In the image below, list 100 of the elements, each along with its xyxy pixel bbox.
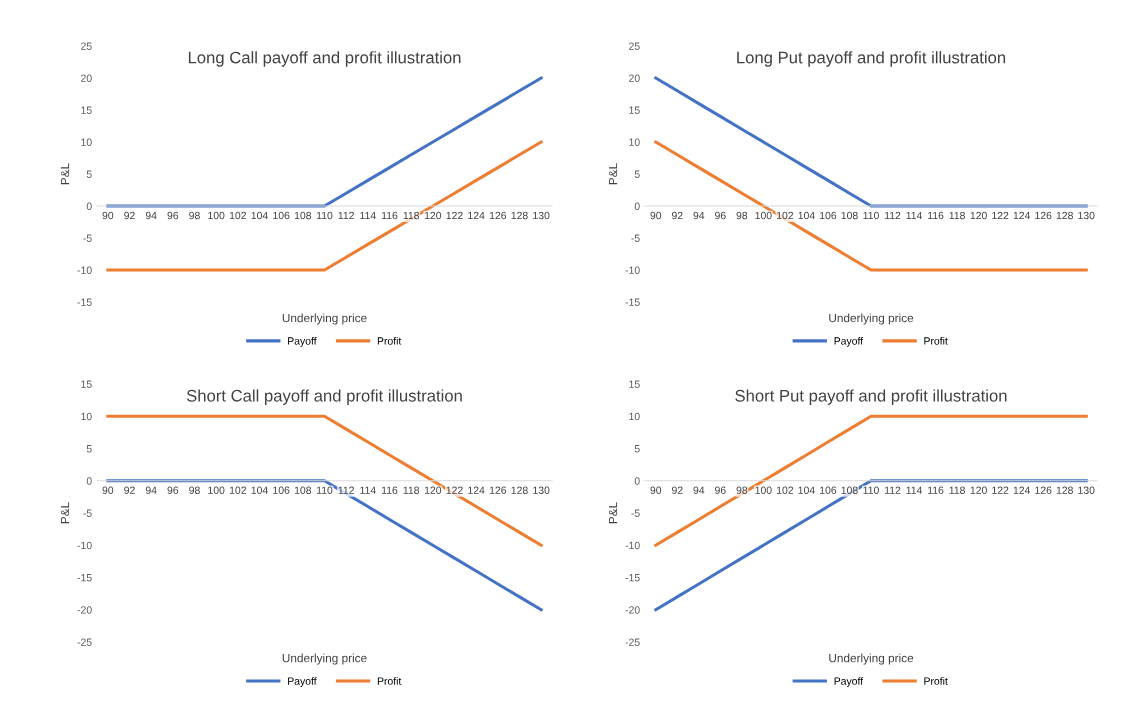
x-tick-label: 122 — [992, 211, 1009, 220]
x-tick-label: 118 — [403, 486, 420, 494]
y-axis-title: P&L — [60, 502, 70, 524]
x-tick-label: 124 — [1013, 486, 1031, 494]
x-tick-label: 124 — [468, 486, 485, 494]
x-tick-label: 100 — [208, 486, 225, 494]
x-tick-label: 126 — [489, 211, 507, 220]
x-tick-label: 108 — [841, 211, 858, 220]
legend-label: Payoff — [288, 677, 317, 687]
x-tick-label: 108 — [294, 211, 312, 220]
x-axis-title: Underlying price — [282, 653, 367, 665]
x-tick-label: 104 — [798, 211, 815, 220]
x-tick-label: 106 — [820, 486, 837, 494]
y-tick-label: 5 — [86, 445, 92, 453]
x-tick-label: 112 — [885, 211, 901, 220]
y-tick-label: 15 — [81, 380, 92, 388]
x-tick-label: 124 — [1013, 211, 1031, 220]
legend-label: Payoff — [288, 336, 317, 347]
x-tick-label: 92 — [671, 486, 683, 494]
x-tick-label: 126 — [489, 486, 507, 494]
y-axis-title: P&L — [608, 502, 618, 524]
y-tick-label: -10 — [625, 266, 640, 274]
x-tick-label: 128 — [1056, 486, 1073, 494]
x-tick-label: 116 — [381, 211, 398, 220]
x-tick-label: 104 — [251, 211, 268, 220]
chart-title: Long Call payoff and profit illustration — [188, 51, 461, 67]
x-tick-label: 110 — [316, 486, 333, 494]
x-tick-label: 114 — [360, 211, 376, 220]
x-tick-label: 96 — [715, 486, 726, 494]
y-tick-label: 0 — [86, 477, 92, 485]
x-tick-label: 90 — [102, 211, 114, 220]
x-tick-label: 110 — [316, 211, 333, 220]
y-tick-label: 0 — [634, 202, 640, 210]
x-tick-label: 128 — [511, 211, 528, 220]
x-tick-label: 106 — [273, 486, 290, 494]
x-tick-label: 106 — [820, 211, 837, 220]
y-tick-label: 20 — [81, 74, 92, 82]
x-tick-label: 112 — [885, 486, 901, 494]
x-tick-label: 116 — [381, 486, 398, 494]
x-tick-label: 98 — [736, 211, 748, 220]
y-tick-label: 10 — [81, 138, 92, 146]
y-tick-label: -25 — [625, 638, 640, 646]
y-tick-label: -10 — [625, 541, 640, 550]
y-tick-label: -20 — [77, 606, 92, 614]
x-axis-title: Underlying price — [282, 313, 367, 325]
x-tick-label: 94 — [693, 486, 705, 494]
x-tick-label: 130 — [533, 211, 550, 220]
y-tick-label: 0 — [86, 202, 92, 210]
x-tick-label: 96 — [167, 486, 179, 494]
y-tick-label: -25 — [77, 638, 92, 646]
x-tick-label: 114 — [360, 486, 376, 494]
y-tick-label: 15 — [629, 380, 640, 388]
x-tick-label: 94 — [145, 486, 157, 494]
x-tick-label: 122 — [446, 211, 463, 220]
y-tick-label: 5 — [86, 170, 92, 178]
x-tick-label: 94 — [693, 211, 705, 220]
legend-label: Profit — [377, 336, 402, 345]
x-tick-label: 102 — [777, 486, 794, 494]
x-tick-label: 90 — [102, 486, 114, 494]
x-tick-label: 110 — [863, 486, 879, 494]
y-axis-title: P&L — [60, 163, 70, 185]
y-tick-label: 20 — [629, 74, 640, 82]
y-tick-label: -15 — [625, 298, 640, 306]
x-tick-label: 102 — [229, 211, 246, 220]
x-axis-title: Underlying price — [829, 313, 914, 325]
y-tick-label: -15 — [625, 574, 640, 582]
x-tick-label: 92 — [671, 211, 683, 220]
y-tick-label: -10 — [77, 541, 92, 550]
x-tick-label: 130 — [533, 486, 550, 494]
x-tick-label: 120 — [424, 211, 442, 220]
legend-label: Payoff — [834, 677, 864, 687]
y-tick-label: 10 — [629, 138, 640, 146]
y-tick-label: -5 — [83, 234, 92, 242]
x-tick-label: 130 — [1078, 211, 1095, 220]
y-tick-label: -15 — [77, 574, 92, 582]
x-tick-label: 98 — [189, 211, 200, 220]
y-tick-label: 5 — [634, 445, 640, 453]
line-series — [106, 76, 543, 208]
x-tick-label: 128 — [1056, 211, 1073, 220]
legend-label: Profit — [924, 677, 948, 685]
legend-label: Payoff — [834, 336, 864, 347]
y-tick-label: 5 — [634, 170, 640, 178]
x-tick-label: 122 — [992, 486, 1009, 494]
x-tick-label: 90 — [650, 211, 662, 220]
y-tick-label: 10 — [81, 412, 92, 421]
legend-label: Profit — [924, 336, 948, 345]
x-tick-label: 126 — [1035, 211, 1052, 220]
y-tick-label: -15 — [77, 298, 92, 306]
x-tick-label: 98 — [736, 486, 748, 494]
x-tick-label: 96 — [167, 211, 179, 220]
y-tick-label: -5 — [631, 234, 640, 242]
x-axis-title: Underlying price — [829, 653, 914, 665]
x-tick-label: 98 — [189, 486, 200, 494]
x-tick-label: 100 — [208, 211, 225, 220]
x-tick-label: 112 — [338, 211, 354, 220]
x-tick-label: 114 — [906, 486, 923, 494]
x-tick-label: 118 — [949, 486, 965, 494]
x-tick-label: 96 — [715, 211, 726, 220]
x-tick-label: 118 — [949, 211, 965, 220]
x-tick-label: 124 — [468, 211, 485, 220]
